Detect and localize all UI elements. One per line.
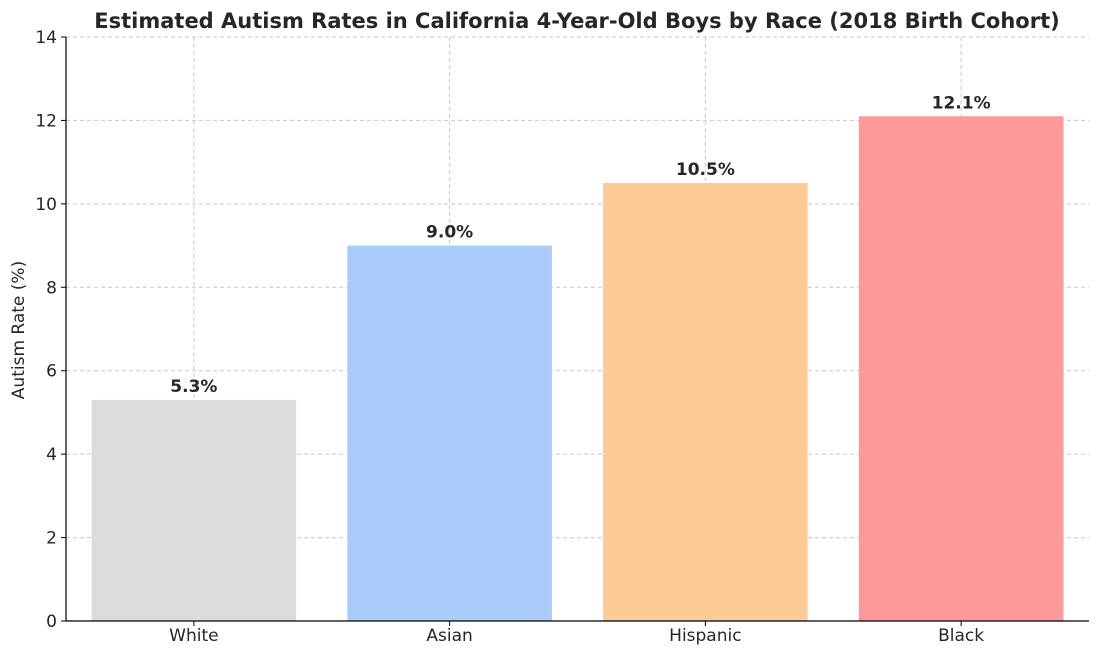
x-tick-label: Black: [938, 626, 984, 646]
x-tick-label: Asian: [426, 626, 472, 646]
y-tick-label: 6: [46, 362, 57, 382]
y-tick-label: 4: [46, 445, 57, 465]
bar-value-label: 12.1%: [932, 93, 991, 113]
bar-value-label: 10.5%: [676, 160, 735, 180]
axes: 0 2 4 6 8 10 12 14 White Asian Hispanic Black: [35, 28, 1089, 646]
y-axis-label: Autism Rate (%): [9, 261, 29, 399]
y-tick-label: 14: [35, 28, 57, 48]
bar-value-labels: 5.3% 9.0% 10.5% 12.1%: [170, 93, 990, 397]
y-tick-label: 2: [46, 529, 57, 549]
y-tick-label: 12: [35, 111, 57, 131]
bars: [91, 116, 1064, 622]
y-tick-label: 8: [46, 278, 57, 298]
y-tick-label: 0: [46, 612, 57, 632]
chart-title: Estimated Autism Rates in California 4-Y…: [94, 9, 1059, 33]
bar: [603, 183, 808, 621]
bar-value-label: 5.3%: [170, 377, 217, 397]
bar-value-label: 9.0%: [426, 223, 473, 243]
bar: [858, 116, 1064, 621]
y-tick-label: 10: [35, 195, 57, 215]
bar: [347, 245, 552, 622]
x-tick-label: Hispanic: [669, 626, 741, 646]
x-tick-label: White: [169, 626, 218, 646]
bar: [91, 399, 297, 621]
